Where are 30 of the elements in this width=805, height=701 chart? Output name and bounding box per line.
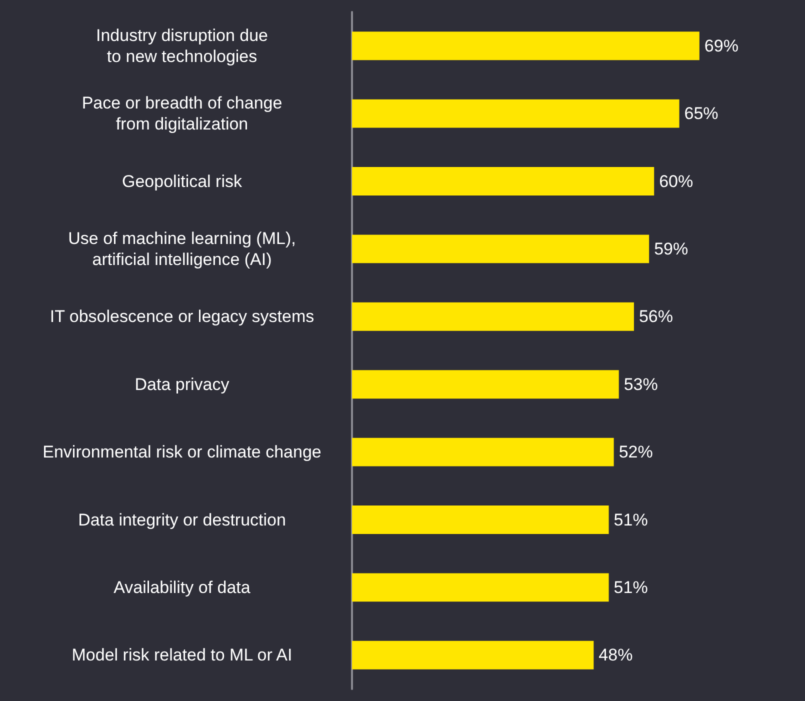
bar — [352, 302, 634, 331]
y-tick-label: IT obsolescence or legacy systems — [50, 307, 314, 326]
y-tick-label: Pace or breadth of change from digitalization — [82, 94, 282, 134]
y-tick-label: Availability of data — [114, 578, 251, 597]
data-label: 52% — [618, 442, 653, 462]
bar — [352, 99, 680, 128]
data-label: 60% — [659, 172, 694, 191]
bar — [352, 167, 654, 196]
data-label: 69% — [704, 36, 738, 56]
bar — [352, 370, 619, 399]
y-tick-label: Data privacy — [134, 374, 230, 394]
bar — [352, 640, 594, 670]
y-tick-label: Model risk related to ML or AI — [72, 646, 292, 665]
data-label: 59% — [654, 239, 688, 258]
bar — [352, 234, 650, 264]
bar — [352, 573, 609, 602]
data-label: 51% — [614, 578, 648, 597]
y-tick-label: Data integrity or destruction — [78, 510, 286, 530]
y-tick-label: Use of machine learning (ML), artificial intelligence (AI) — [68, 228, 296, 269]
data-label: 53% — [624, 374, 658, 394]
bar — [352, 506, 609, 534]
data-label: 65% — [684, 104, 718, 124]
y-tick-label: Geopolitical risk — [122, 172, 242, 191]
y-tick-label: Environmental risk or climate change — [42, 442, 322, 462]
data-label: 51% — [614, 510, 648, 530]
data-label: 56% — [638, 307, 673, 326]
data-label: 48% — [598, 646, 633, 665]
y-tick-label: Industry disruption due to new technologies — [96, 26, 268, 66]
bar — [352, 32, 700, 60]
bar — [352, 438, 614, 466]
